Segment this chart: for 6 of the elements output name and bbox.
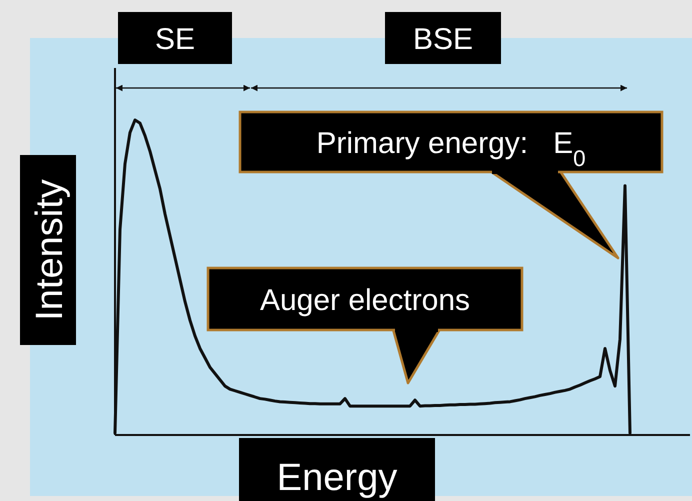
text: BSE (412, 23, 474, 56)
x-axis-title: Energy (276, 457, 398, 499)
text: SE (154, 23, 196, 56)
annotation: Primary energy: E$_{0}$ (316, 127, 586, 170)
y-axis-title: Intensity (29, 179, 71, 321)
annotation: Auger electrons (260, 284, 470, 317)
